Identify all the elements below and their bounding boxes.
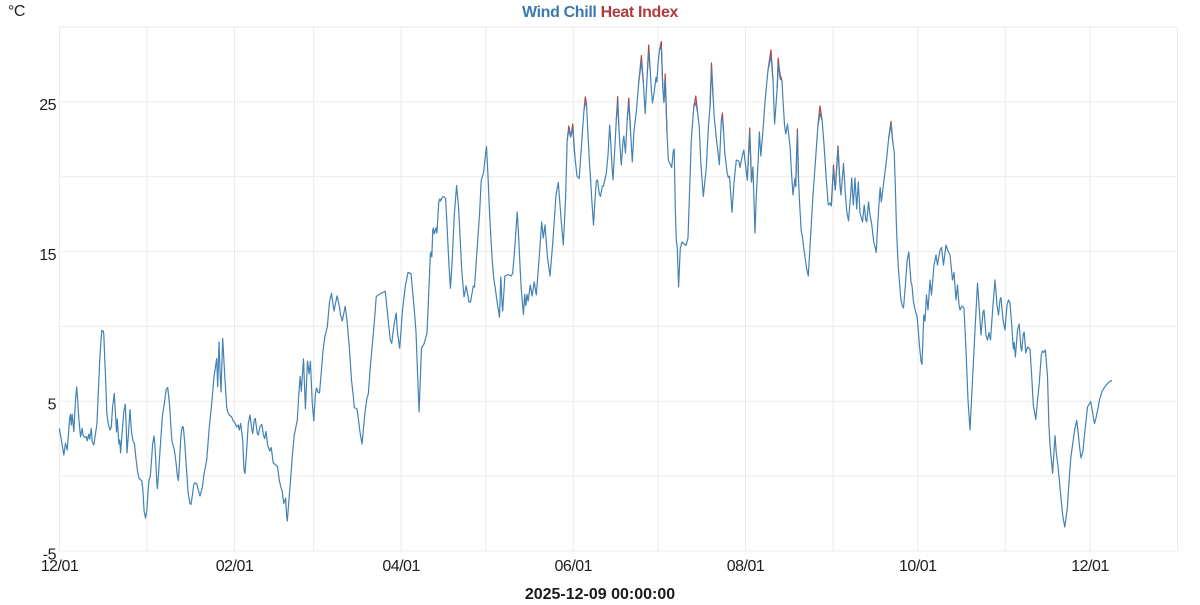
- svg-text:Wind Chill Heat Index: Wind Chill Heat Index: [522, 4, 679, 21]
- svg-text:12/01: 12/01: [1071, 558, 1109, 575]
- svg-text:10/01: 10/01: [899, 558, 937, 575]
- svg-text:2025-12-09 00:00:00: 2025-12-09 00:00:00: [525, 586, 675, 600]
- svg-text:15: 15: [39, 247, 56, 264]
- svg-text:5: 5: [48, 397, 57, 414]
- svg-text:06/01: 06/01: [555, 558, 593, 575]
- svg-text:°C: °C: [8, 3, 25, 20]
- svg-text:02/01: 02/01: [216, 558, 254, 575]
- svg-text:-5: -5: [43, 546, 57, 563]
- svg-text:12/01: 12/01: [41, 558, 79, 575]
- svg-text:25: 25: [39, 97, 56, 114]
- svg-text:08/01: 08/01: [727, 558, 765, 575]
- svg-text:04/01: 04/01: [382, 558, 420, 575]
